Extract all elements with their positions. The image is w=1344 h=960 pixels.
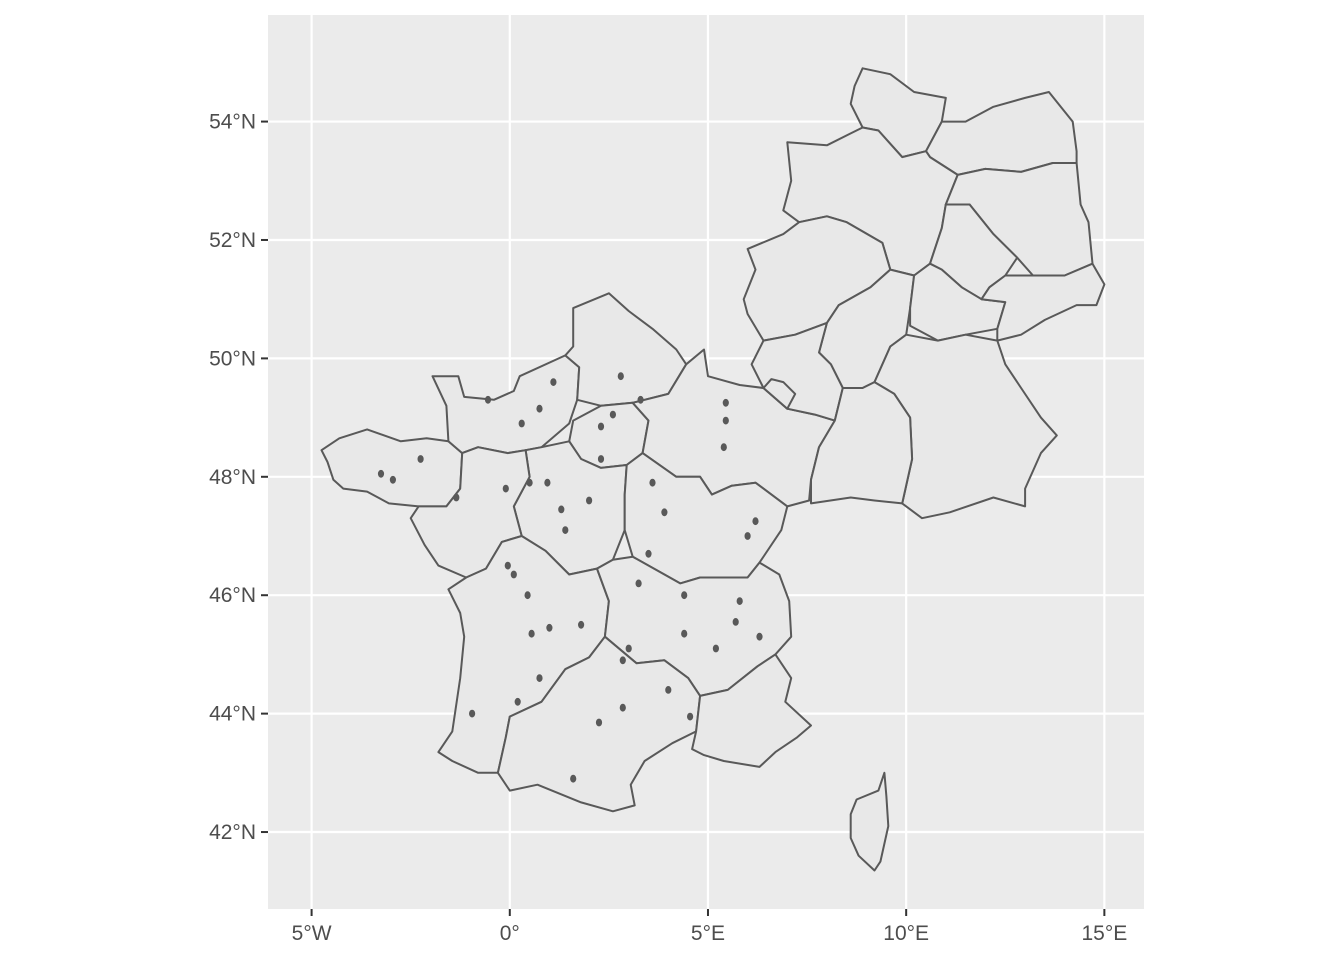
islet-16 — [562, 526, 569, 534]
region-corsica — [849, 771, 890, 872]
y-tick-label-6: 54°N — [209, 111, 256, 134]
islet-19 — [645, 549, 652, 558]
region-sachsen — [980, 262, 1106, 342]
islet-8 — [637, 395, 644, 404]
x-tick-label-4: 15°E — [1081, 922, 1127, 945]
islet-29 — [578, 620, 585, 629]
islet-14 — [544, 478, 551, 487]
islet-18 — [661, 508, 668, 517]
x-tick-label-1: 0° — [500, 922, 520, 945]
islet-39 — [619, 703, 626, 712]
x-tick-label-3: 10°E — [883, 922, 929, 945]
x-axis: 5°W 0° 5°E 10°E 15°E — [292, 909, 1127, 945]
islet-21 — [681, 591, 688, 600]
x-tick-label-0: 5°W — [292, 922, 332, 945]
islet-22 — [736, 597, 743, 605]
islet-37 — [469, 709, 476, 718]
y-axis: 42°N 44°N 46°N 48°N 50°N 52°N 54°N — [209, 111, 268, 844]
islet-25 — [712, 644, 720, 653]
islet-13 — [744, 532, 751, 540]
islet-45 — [389, 475, 396, 484]
islet-4 — [597, 422, 605, 431]
y-tick-label-5: 52°N — [209, 229, 256, 252]
islet-33 — [524, 591, 531, 600]
islets-layer — [377, 372, 763, 783]
islet-32 — [510, 570, 517, 579]
islet-3 — [550, 378, 557, 387]
x-tick-label-2: 5°E — [691, 922, 725, 945]
islet-43 — [649, 478, 656, 487]
islet-42 — [570, 774, 577, 783]
y-tick-label-3: 48°N — [209, 466, 256, 489]
islet-7 — [617, 372, 624, 381]
islet-26 — [681, 629, 688, 638]
region-provence-alpes-cote-d-azur — [691, 653, 812, 768]
y-tick-label-0: 42°N — [209, 821, 256, 844]
islet-0 — [484, 395, 492, 404]
islet-17 — [586, 496, 593, 505]
islet-9 — [722, 398, 729, 407]
islet-12 — [752, 517, 759, 526]
islet-11 — [720, 443, 727, 452]
y-tick-label-4: 50°N — [209, 347, 256, 370]
islet-10 — [722, 416, 729, 425]
islet-20 — [635, 579, 642, 588]
islet-40 — [665, 686, 672, 694]
region-baden-wuerttemberg — [810, 381, 914, 505]
islet-34 — [528, 629, 535, 638]
regions-layer — [320, 67, 1106, 872]
y-tick-label-1: 44°N — [209, 703, 256, 726]
islet-15 — [558, 505, 565, 514]
islet-6 — [597, 455, 605, 463]
islet-46 — [377, 469, 385, 478]
islet-38 — [595, 718, 603, 727]
islet-47 — [417, 455, 424, 463]
islet-31 — [504, 561, 511, 570]
islet-36 — [514, 697, 521, 706]
y-tick-label-2: 46°N — [209, 584, 256, 607]
islet-30 — [546, 623, 553, 632]
islet-23 — [732, 618, 739, 626]
islet-49 — [526, 478, 533, 487]
region-grand-est — [631, 348, 836, 508]
islet-35 — [536, 674, 543, 682]
region-saarland — [762, 378, 797, 410]
islet-48 — [502, 484, 509, 493]
islet-44 — [453, 493, 460, 502]
islet-5 — [609, 410, 617, 419]
islet-27 — [625, 644, 632, 653]
islet-41 — [687, 712, 694, 721]
islet-1 — [518, 419, 525, 428]
islet-28 — [619, 656, 626, 665]
islet-2 — [536, 404, 543, 413]
islet-24 — [756, 632, 763, 641]
